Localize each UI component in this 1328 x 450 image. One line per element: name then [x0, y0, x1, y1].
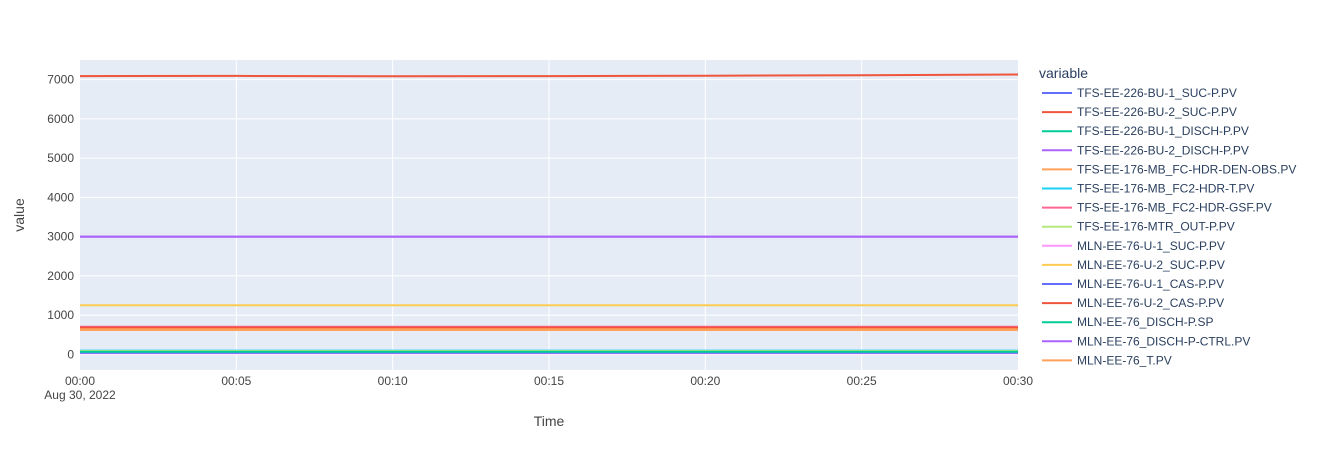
legend-label: TFS-EE-226-BU-1_SUC-P.PV [1077, 86, 1237, 100]
legend-label: MLN-EE-76-U-2_SUC-P.PV [1077, 258, 1225, 272]
legend-label: MLN-EE-76_DISCH-P.SP [1077, 315, 1214, 329]
x-axis-date-label: Aug 30, 2022 [44, 388, 116, 402]
y-tick-label: 0 [67, 347, 74, 361]
legend-item[interactable]: MLN-EE-76_DISCH-P-CTRL.PV [1042, 334, 1250, 348]
legend-item[interactable]: TFS-EE-226-BU-2_DISCH-P.PV [1042, 143, 1249, 157]
legend-item[interactable]: TFS-EE-176-MB_FC2-HDR-GSF.PV [1042, 201, 1272, 215]
legend-item[interactable]: TFS-EE-176-MB_FC2-HDR-T.PV [1042, 182, 1254, 196]
legend-label: TFS-EE-176-MB_FC2-HDR-GSF.PV [1077, 201, 1272, 215]
legend-item[interactable]: MLN-EE-76-U-1_SUC-P.PV [1042, 239, 1225, 253]
legend-item[interactable]: TFS-EE-176-MTR_OUT-P.PV [1042, 220, 1235, 234]
x-tick-label: 00:00 [65, 374, 95, 388]
series-layer [79, 73, 1019, 355]
y-tick-label: 6000 [47, 112, 74, 126]
legend-label: TFS-EE-176-MB_FC-HDR-DEN-OBS.PV [1077, 162, 1296, 176]
series-line-2 [79, 73, 1019, 78]
legend-item[interactable]: MLN-EE-76-U-2_CAS-P.PV [1042, 296, 1224, 310]
y-tick-label: 5000 [47, 151, 74, 165]
x-tick-label: 00:25 [847, 374, 877, 388]
legend-label: MLN-EE-76-U-1_SUC-P.PV [1077, 239, 1225, 253]
x-tick-label: 00:05 [221, 374, 251, 388]
legend-title: variable [1039, 65, 1088, 81]
x-tick-label: 00:10 [378, 374, 408, 388]
legend-item[interactable]: MLN-EE-76_T.PV [1042, 353, 1172, 367]
y-tick-label: 2000 [47, 269, 74, 283]
legend-label: MLN-EE-76_T.PV [1077, 353, 1172, 367]
y-axis-title: value [11, 198, 27, 232]
y-tick-label: 7000 [47, 73, 74, 87]
y-axis-ticks: 0 1000 2000 3000 4000 5000 6000 7000 [47, 73, 74, 362]
y-tick-label: 1000 [47, 308, 74, 322]
legend-item[interactable]: TFS-EE-226-BU-2_SUC-P.PV [1042, 105, 1237, 119]
legend-item[interactable]: MLN-EE-76-U-2_SUC-P.PV [1042, 258, 1225, 272]
legend: variable TFS-EE-226-BU-1_SUC-P.PV TFS-EE-… [1039, 65, 1296, 367]
x-tick-label: 00:30 [1003, 374, 1033, 388]
x-tick-label: 00:15 [534, 374, 564, 388]
legend-label: MLN-EE-76-U-1_CAS-P.PV [1077, 277, 1224, 291]
legend-item[interactable]: MLN-EE-76-U-1_CAS-P.PV [1042, 277, 1224, 291]
legend-label: MLN-EE-76-U-2_CAS-P.PV [1077, 296, 1224, 310]
legend-label: TFS-EE-226-BU-2_SUC-P.PV [1077, 105, 1237, 119]
legend-item[interactable]: TFS-EE-176-MB_FC-HDR-DEN-OBS.PV [1042, 162, 1296, 176]
x-tick-label: 00:20 [690, 374, 720, 388]
legend-item[interactable]: MLN-EE-76_DISCH-P.SP [1042, 315, 1214, 329]
legend-label: MLN-EE-76_DISCH-P-CTRL.PV [1077, 334, 1250, 348]
legend-item[interactable]: TFS-EE-226-BU-1_DISCH-P.PV [1042, 124, 1249, 138]
x-axis-ticks: 00:00 00:05 00:10 00:15 00:20 00:25 00:30 [65, 374, 1033, 388]
legend-item[interactable]: TFS-EE-226-BU-1_SUC-P.PV [1042, 86, 1237, 100]
legend-label: TFS-EE-226-BU-1_DISCH-P.PV [1077, 124, 1249, 138]
y-tick-label: 4000 [47, 190, 74, 204]
legend-label: TFS-EE-226-BU-2_DISCH-P.PV [1077, 143, 1249, 157]
x-axis-title: Time [534, 413, 565, 429]
y-tick-label: 3000 [47, 230, 74, 244]
legend-label: TFS-EE-176-MB_FC2-HDR-T.PV [1077, 182, 1254, 196]
legend-label: TFS-EE-176-MTR_OUT-P.PV [1077, 220, 1235, 234]
